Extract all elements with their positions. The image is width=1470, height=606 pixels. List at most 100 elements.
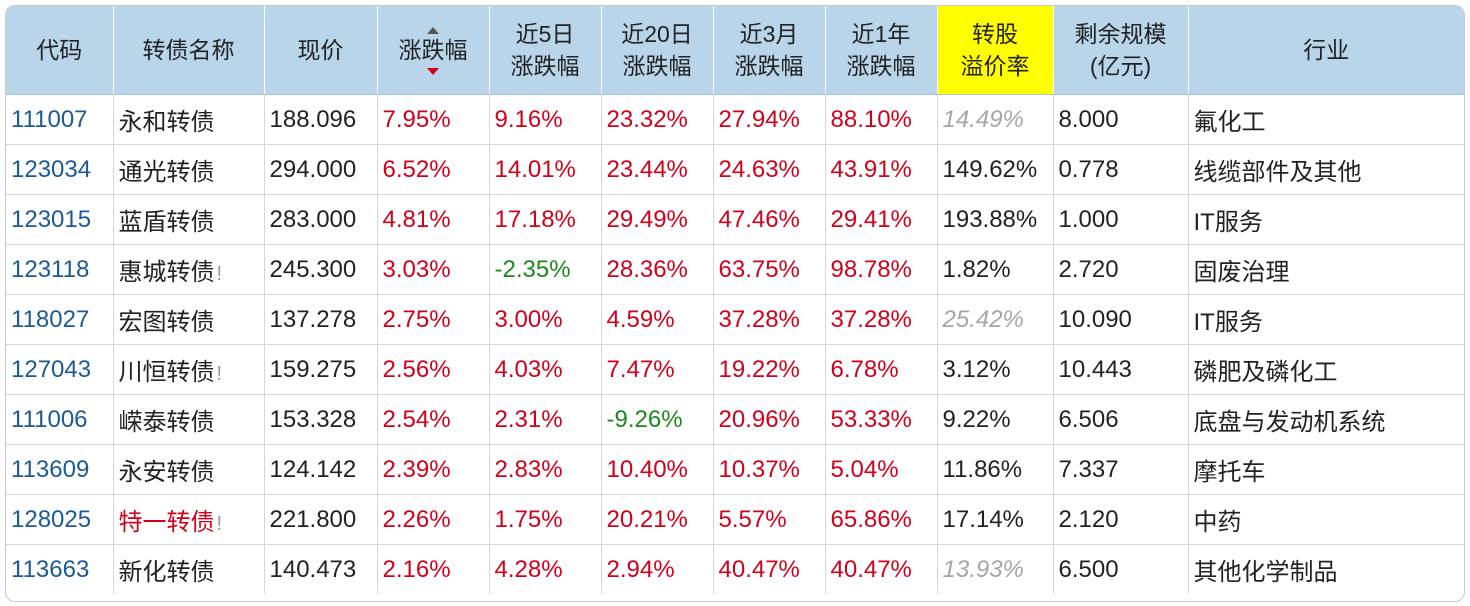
change-20d: 10.40% [601,444,714,495]
industry: IT服务 [1188,194,1464,245]
bond-table-container: 代码 转债名称 现价 涨跌幅 近5日 涨跌幅 近20日 涨跌幅 近3月 涨跌幅 近1年… [5,5,1465,602]
bond-name[interactable]: 嵘泰转债 [118,409,215,436]
convertible-bond-table: 代码 转债名称 现价 涨跌幅 近5日 涨跌幅 近20日 涨跌幅 近3月 涨跌幅 近1年… [6,6,1464,594]
bond-code[interactable]: 118027 [6,294,114,345]
bond-name-cell[interactable]: 通光转债 [113,144,265,195]
change-1y: 29.41% [825,194,938,245]
conversion-premium: 11.86% [937,444,1054,495]
bond-name[interactable]: 永和转债 [118,109,215,136]
alert-flag-icon[interactable]: ! [216,513,223,535]
bond-name[interactable]: 特一转债 [118,509,215,536]
change-3m: 63.75% [713,244,826,295]
bond-code[interactable]: 128025 [6,494,114,545]
change: 2.56% [377,344,490,395]
change-5d: 2.83% [489,444,602,495]
remaining-size: 2.120 [1053,494,1189,545]
change-5d: 9.16% [489,94,602,145]
change-1y: 88.10% [825,94,938,145]
industry: 中药 [1188,494,1464,545]
bond-name-cell[interactable]: 惠城转债! [113,244,265,295]
change-1y: 6.78% [825,344,938,395]
conversion-premium: 1.82% [937,244,1054,295]
change-5d: 17.18% [489,194,602,245]
bond-code[interactable]: 127043 [6,344,114,395]
alert-flag-icon[interactable]: ! [216,263,223,285]
table-row[interactable]: 123015 蓝盾转债 283.000 4.81% 17.18% 29.49% … [6,194,1464,245]
change: 4.81% [377,194,490,245]
bond-code[interactable]: 123034 [6,144,114,195]
bond-code[interactable]: 123015 [6,194,114,245]
bond-name[interactable]: 宏图转债 [118,309,215,336]
change: 6.52% [377,144,490,195]
table-header-row: 代码 转债名称 现价 涨跌幅 近5日 涨跌幅 近20日 涨跌幅 近3月 涨跌幅 近1年… [6,6,1464,95]
table-row[interactable]: 123118 惠城转债! 245.300 3.03% -2.35% 28.36%… [6,244,1464,295]
industry: 磷肥及磷化工 [1188,344,1464,395]
conversion-premium: 14.49% [937,94,1054,145]
bond-name[interactable]: 通光转债 [118,159,215,186]
remaining-size: 7.337 [1053,444,1189,495]
change-20d: 23.32% [601,94,714,145]
change-3m: 40.47% [713,544,826,594]
change-3m: 27.94% [713,94,826,145]
bond-code[interactable]: 111006 [6,394,114,445]
bond-name-cell[interactable]: 蓝盾转债 [113,194,265,245]
table-row[interactable]: 111006 嵘泰转债 153.328 2.54% 2.31% -9.26% 2… [6,394,1464,445]
header-code[interactable]: 代码 [6,6,114,95]
table-row[interactable]: 128025 特一转债! 221.800 2.26% 1.75% 20.21% … [6,494,1464,545]
header-name[interactable]: 转债名称 [113,6,265,95]
change-20d: 2.94% [601,544,714,594]
change-5d: 4.28% [489,544,602,594]
header-change[interactable]: 涨跌幅 [377,6,490,95]
bond-code[interactable]: 113663 [6,544,114,594]
price: 159.275 [264,344,378,395]
change-5d: 2.31% [489,394,602,445]
header-remaining-size[interactable]: 剩余规模 (亿元) [1053,6,1189,95]
header-conversion-premium[interactable]: 转股 溢价率 [937,6,1054,95]
table-row[interactable]: 113609 永安转债 124.142 2.39% 2.83% 10.40% 1… [6,444,1464,495]
conversion-premium: 25.42% [937,294,1054,345]
industry: IT服务 [1188,294,1464,345]
change-5d: 3.00% [489,294,602,345]
bond-name-cell[interactable]: 永安转债 [113,444,265,495]
sort-desc-icon[interactable] [427,68,439,75]
sort-asc-icon[interactable] [427,27,439,34]
header-20d-change[interactable]: 近20日 涨跌幅 [601,6,714,95]
header-3m-change[interactable]: 近3月 涨跌幅 [713,6,826,95]
bond-name-cell[interactable]: 特一转债! [113,494,265,545]
bond-name[interactable]: 川恒转债 [118,359,215,386]
header-price[interactable]: 现价 [264,6,378,95]
header-industry[interactable]: 行业 [1188,6,1464,95]
change-1y: 40.47% [825,544,938,594]
change-20d: 23.44% [601,144,714,195]
bond-code[interactable]: 123118 [6,244,114,295]
table-row[interactable]: 127043 川恒转债! 159.275 2.56% 4.03% 7.47% 1… [6,344,1464,395]
header-5d-change[interactable]: 近5日 涨跌幅 [489,6,602,95]
table-row[interactable]: 123034 通光转债 294.000 6.52% 14.01% 23.44% … [6,144,1464,195]
bond-name[interactable]: 惠城转债 [118,259,215,286]
change-20d: 28.36% [601,244,714,295]
change-3m: 37.28% [713,294,826,345]
bond-name-cell[interactable]: 川恒转债! [113,344,265,395]
sort-control[interactable]: 涨跌幅 [399,27,468,75]
table-row[interactable]: 118027 宏图转债 137.278 2.75% 3.00% 4.59% 37… [6,294,1464,345]
change-1y: 65.86% [825,494,938,545]
bond-name[interactable]: 永安转债 [118,459,215,486]
table-row[interactable]: 113663 新化转债 140.473 2.16% 4.28% 2.94% 40… [6,544,1464,594]
conversion-premium: 13.93% [937,544,1054,594]
conversion-premium: 17.14% [937,494,1054,545]
bond-name-cell[interactable]: 宏图转债 [113,294,265,345]
remaining-size: 10.443 [1053,344,1189,395]
bond-name-cell[interactable]: 嵘泰转债 [113,394,265,445]
header-1y-change[interactable]: 近1年 涨跌幅 [825,6,938,95]
bond-code[interactable]: 111007 [6,94,114,145]
bond-name[interactable]: 蓝盾转债 [118,209,215,236]
table-row[interactable]: 111007 永和转债 188.096 7.95% 9.16% 23.32% 2… [6,94,1464,145]
bond-name[interactable]: 新化转债 [118,559,215,586]
bond-name-cell[interactable]: 永和转债 [113,94,265,145]
alert-flag-icon[interactable]: ! [216,363,223,385]
change-5d: 4.03% [489,344,602,395]
change: 2.75% [377,294,490,345]
change-3m: 20.96% [713,394,826,445]
bond-code[interactable]: 113609 [6,444,114,495]
bond-name-cell[interactable]: 新化转债 [113,544,265,594]
